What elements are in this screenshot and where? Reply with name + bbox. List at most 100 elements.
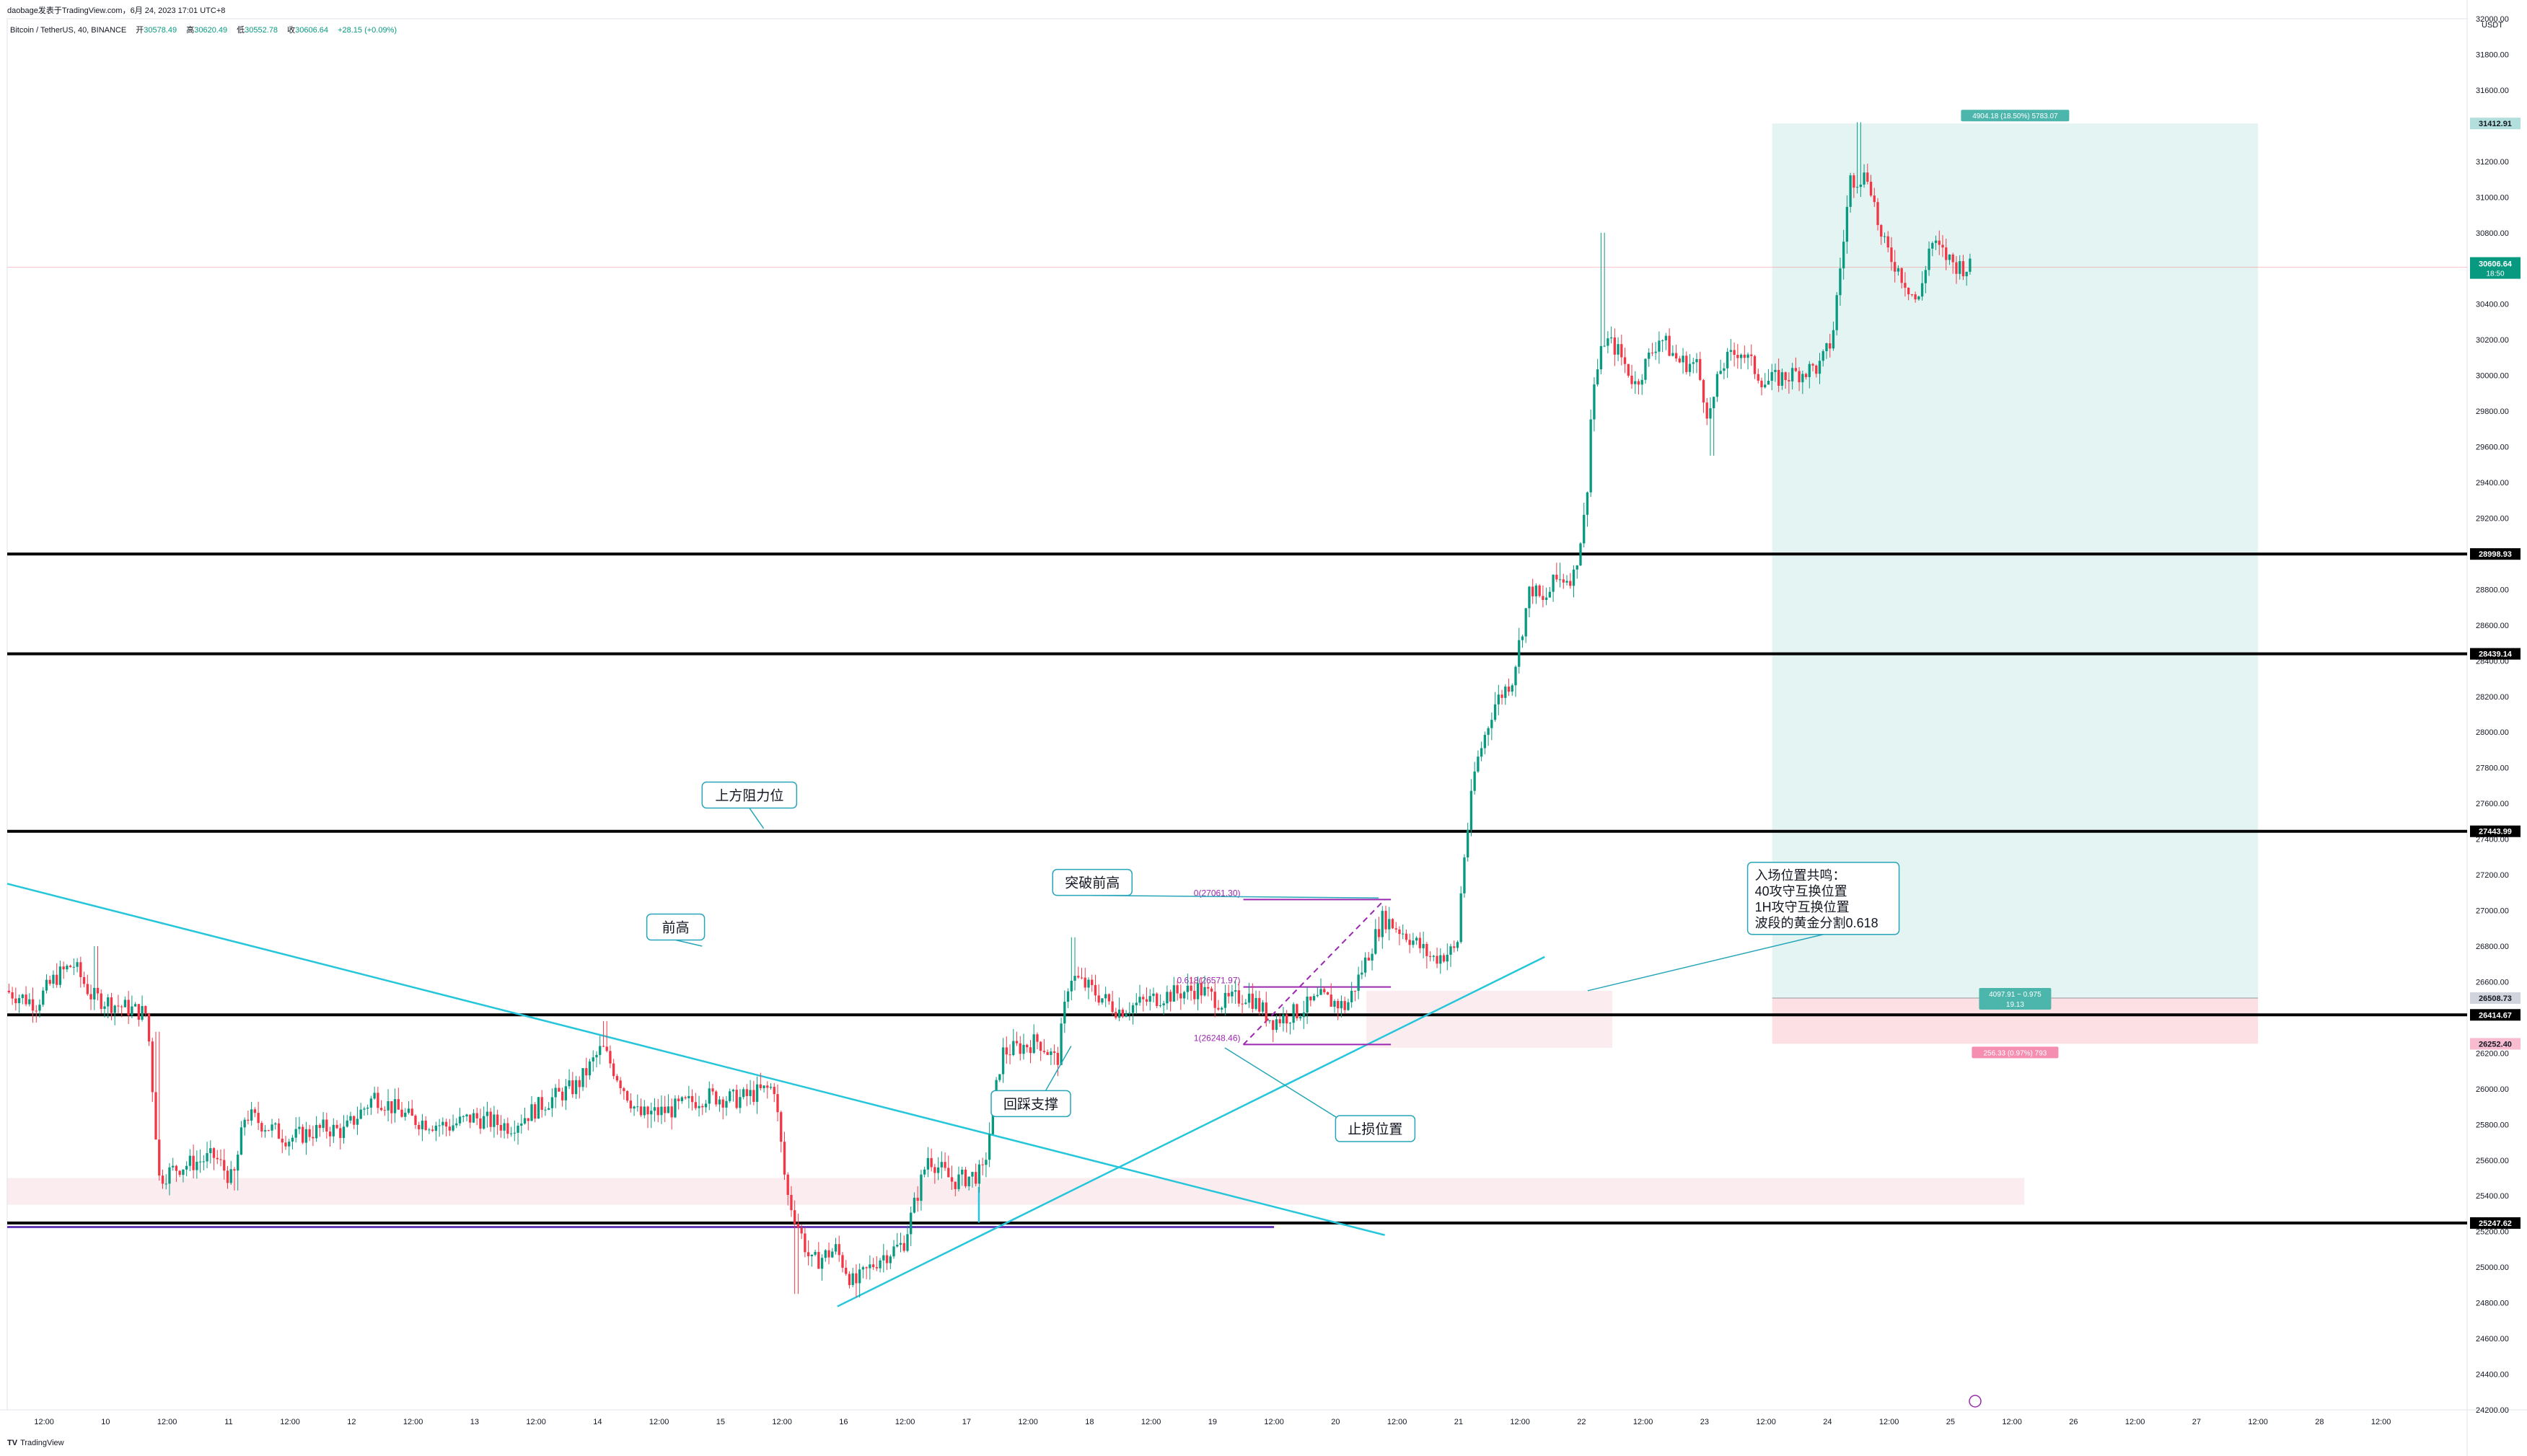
candle <box>684 1095 687 1100</box>
price-axis-tick: 29800.00 <box>2476 407 2509 416</box>
candle <box>667 1094 670 1113</box>
candle-body <box>1019 1043 1021 1054</box>
candle-body <box>807 1252 810 1257</box>
candle-body <box>650 1111 653 1115</box>
candle-body <box>977 1164 981 1184</box>
candle <box>496 1109 499 1135</box>
candle-body <box>1210 988 1213 992</box>
candle <box>568 1069 571 1090</box>
price-axis-tick: 24200.00 <box>2476 1406 2509 1415</box>
level-price-badge: 28998.93 <box>2479 550 2512 559</box>
candle <box>1032 1024 1035 1054</box>
candle-body <box>216 1157 219 1160</box>
candle <box>1534 583 1538 604</box>
candle <box>131 995 133 1018</box>
candle-body <box>1780 372 1784 386</box>
candle-body <box>892 1246 895 1257</box>
candle <box>7 984 11 994</box>
candle-body <box>1347 1002 1350 1010</box>
candle <box>1764 373 1767 389</box>
candle <box>1692 358 1695 374</box>
candle-body <box>664 1106 667 1113</box>
candle-body <box>1794 368 1798 371</box>
candle-body <box>592 1057 594 1062</box>
candle <box>428 1127 431 1134</box>
candle-body <box>889 1256 892 1263</box>
candle-body <box>1835 295 1838 330</box>
tradingview-brand[interactable]: TV TradingView <box>7 1439 64 1447</box>
candle-body <box>595 1054 598 1058</box>
candle <box>1186 974 1189 1000</box>
candle <box>1384 905 1387 934</box>
candle <box>1637 379 1640 394</box>
candle <box>28 993 31 1007</box>
candle-body <box>1247 993 1251 1003</box>
candle-body <box>1312 996 1316 1001</box>
candle-body <box>1757 374 1759 381</box>
candle-body <box>332 1124 335 1137</box>
candle-body <box>69 966 72 968</box>
candle-body <box>1234 990 1237 992</box>
candle <box>58 961 62 988</box>
candle-body <box>79 962 82 977</box>
candle <box>325 1112 328 1139</box>
candle <box>277 1119 281 1139</box>
candle-body <box>1148 996 1151 1002</box>
candle <box>1115 1007 1117 1020</box>
candle-body <box>851 1273 854 1285</box>
candle <box>571 1072 574 1098</box>
candle <box>1169 989 1172 1012</box>
candle <box>1247 982 1251 1008</box>
candle <box>56 963 58 988</box>
candle <box>1223 984 1227 1016</box>
candle-body <box>629 1100 632 1109</box>
candle <box>1091 974 1094 992</box>
candle <box>1955 256 1958 284</box>
candle <box>1880 224 1883 245</box>
candle-body <box>1394 928 1397 930</box>
candle <box>574 1075 578 1099</box>
candle <box>1845 195 1849 254</box>
candle-body <box>1213 992 1216 1008</box>
candle-body <box>820 1258 824 1269</box>
candle-body <box>1091 979 1094 986</box>
candle-body <box>899 1243 902 1245</box>
candle-body <box>1439 955 1442 964</box>
candle <box>503 1119 506 1139</box>
candle-body <box>735 1090 738 1108</box>
candle <box>133 1002 137 1007</box>
candle <box>1490 712 1493 741</box>
candle-body <box>800 1227 803 1234</box>
candle <box>981 1157 984 1175</box>
candle-body <box>1904 283 1907 288</box>
candle-body <box>110 997 113 1013</box>
candle-body <box>1412 940 1415 945</box>
candle <box>786 1172 789 1206</box>
candle-body <box>1080 977 1084 979</box>
candle-body <box>1938 240 1941 245</box>
price-axis-tick: 25400.00 <box>2476 1192 2509 1201</box>
candle-body <box>1001 1047 1005 1075</box>
candle-body <box>656 1107 659 1116</box>
candle <box>318 1123 322 1137</box>
candle-body <box>349 1116 352 1121</box>
candle-body <box>1853 175 1855 188</box>
candle <box>1442 953 1446 963</box>
candle-body <box>1467 829 1469 857</box>
candle-body <box>827 1250 830 1258</box>
candle-body <box>817 1251 820 1269</box>
candle <box>612 1059 615 1080</box>
candle-body <box>534 1104 537 1119</box>
candle <box>1961 255 1965 281</box>
candle-body <box>1241 1003 1244 1005</box>
candle <box>154 1031 157 1140</box>
candle <box>1544 587 1548 606</box>
candle-body <box>517 1125 519 1133</box>
candle-body <box>1692 362 1695 364</box>
price-axis-tick: 31200.00 <box>2476 158 2509 167</box>
candle <box>469 1114 472 1129</box>
time-axis-tick: 12:00 <box>772 1418 792 1426</box>
candle-body <box>1682 356 1684 363</box>
trendline <box>837 956 1545 1307</box>
